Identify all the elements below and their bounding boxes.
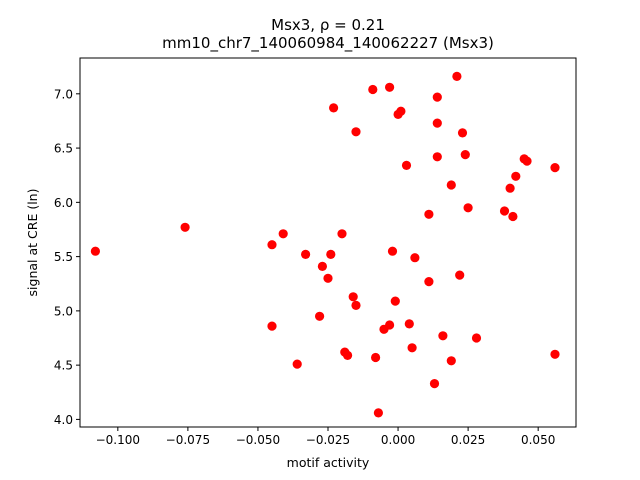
data-point [385,320,395,330]
data-point [390,296,400,306]
data-point [368,84,378,95]
data-point [455,270,465,280]
data-point [401,160,412,170]
x-tick-label: 0.025 [451,433,485,447]
y-tick-label: 5.0 [54,304,73,318]
data-point [471,333,482,343]
data-point [267,321,277,331]
data-point [432,92,442,102]
data-point [180,222,190,232]
y-tick-label: 7.0 [54,87,73,101]
y-tick-label: 6.0 [54,196,73,210]
data-point [410,253,420,263]
y-tick-label: 5.5 [54,250,73,264]
y-axis-ticks: 4.0 4.5 5.0 5.5 6.0 6.5 7.0 [54,87,80,427]
data-point [315,311,325,321]
data-point [550,163,560,173]
data-point [323,273,333,283]
data-point [301,249,311,259]
chart-title-line2: mm10_chr7_140060984_140062227 (Msx3) [162,34,494,53]
x-tick-label: 0.050 [521,433,555,447]
data-point [326,249,336,259]
data-point [329,103,339,113]
y-tick-label: 4.5 [54,359,73,373]
data-point [387,246,398,256]
x-tick-label: −0.050 [236,433,280,447]
data-point [90,246,100,256]
data-point [438,331,448,341]
data-point [351,300,361,310]
y-tick-label: 4.0 [54,413,73,427]
data-point [348,292,358,302]
y-tick-label: 6.5 [54,142,73,156]
data-point [511,171,521,181]
data-point [292,359,302,369]
data-point [373,408,383,418]
data-point [522,156,532,166]
chart-title-line1: Msx3, ρ = 0.21 [271,16,385,34]
data-point [317,261,327,271]
data-point [404,319,414,329]
x-tick-label: 0.000 [381,433,415,447]
data-point [424,209,434,219]
data-point [407,343,417,353]
data-point [424,277,434,287]
data-point [267,240,277,250]
data-point [432,118,442,128]
x-tick-label: −0.100 [96,433,140,447]
data-point [460,150,470,160]
data-point [446,180,456,190]
data-point [463,203,473,213]
x-axis-label: motif activity [287,455,370,470]
data-point [432,152,442,162]
data-point [351,127,361,137]
data-point [343,350,353,360]
data-point [337,229,347,239]
y-axis-label: signal at CRE (ln) [25,189,40,297]
data-point [452,71,462,81]
data-point [385,82,395,92]
data-point [278,229,288,239]
x-tick-label: −0.075 [166,433,210,447]
data-point [396,106,406,116]
data-point [371,352,381,363]
data-point [508,211,518,222]
points-layer [90,71,560,418]
data-point [550,349,560,359]
x-axis-ticks: −0.100 −0.075 −0.050 −0.025 0.000 0.025 0.050 [96,427,555,447]
data-point [505,183,515,193]
x-tick-label: −0.025 [306,433,350,447]
data-point [446,356,456,366]
data-point [457,128,468,138]
data-point [429,379,440,389]
data-point [499,206,510,216]
